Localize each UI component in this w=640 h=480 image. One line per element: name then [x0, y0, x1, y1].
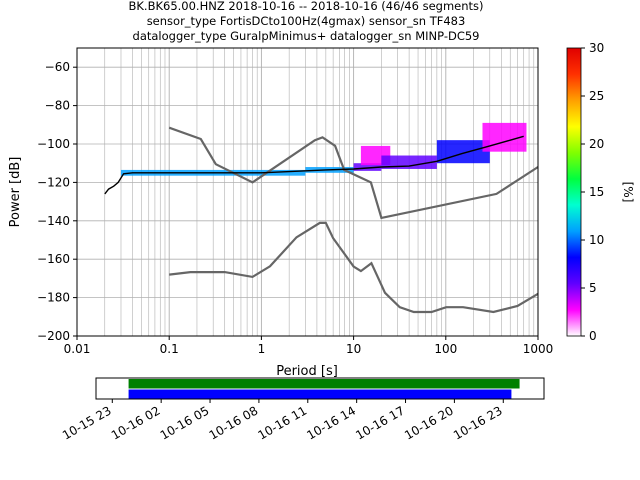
- y-tick-label: −80: [45, 99, 70, 113]
- timeline-tick-label: 10-16 02: [109, 403, 163, 442]
- y-tick-label: −200: [37, 329, 70, 343]
- y-tick-label: −100: [37, 137, 70, 151]
- colorbar-tick-label: 5: [589, 281, 597, 295]
- timeline-bar-psd: [128, 389, 512, 399]
- x-tick-label: 1000: [523, 342, 554, 356]
- timeline-tick-label: 10-16 14: [304, 403, 358, 442]
- density-band: [353, 163, 382, 171]
- y-tick-label: −140: [37, 214, 70, 228]
- colorbar: 0 5 10 15 20 25 30 [%]: [566, 41, 635, 343]
- psd-plot: 0.01 0.1 1 10 100 1000 −200 −180 −160 −140 −120 −1…: [8, 47, 554, 379]
- colorbar-tick-label: 10: [589, 233, 604, 247]
- mode-line: [104, 135, 524, 195]
- timeline-tick-label: 10-16 23: [451, 403, 505, 442]
- y-tick-label: −160: [37, 252, 70, 266]
- timeline-tick-label: 10-15 23: [60, 403, 114, 442]
- figure-title: BK.BK65.00.HNZ 2018-10-16 -- 2018-10-16 …: [128, 0, 483, 43]
- colorbar-tick-label: 0: [589, 329, 597, 343]
- grid: [76, 48, 538, 337]
- timeline-tick-label: 10-16 17: [353, 403, 407, 442]
- x-axis: 0.01 0.1 1 10 100 1000: [64, 336, 554, 356]
- y-axis: −200 −180 −160 −140 −120 −100 −80 −60: [37, 60, 77, 343]
- colorbar-label: [%]: [621, 182, 635, 203]
- y-tick-label: −60: [45, 60, 70, 74]
- colorbar-tick-label: 25: [589, 89, 604, 103]
- y-tick-label: −180: [37, 291, 70, 305]
- noise-model-high: [168, 126, 539, 220]
- colorbar-tick-label: 15: [589, 185, 604, 199]
- density-band: [436, 140, 490, 164]
- x-tick-label: 0.1: [160, 342, 179, 356]
- colorbar-tick-label: 20: [589, 137, 604, 151]
- timeline-bars: [128, 379, 520, 399]
- colorbar-gradient: [566, 47, 582, 337]
- x-tick-label: 10: [346, 342, 361, 356]
- mode-curve: [104, 135, 524, 195]
- density-band: [381, 155, 437, 169]
- timeline-tick-label: 10-16 20: [402, 403, 456, 442]
- title-line-1: BK.BK65.00.HNZ 2018-10-16 -- 2018-10-16 …: [128, 0, 483, 13]
- x-tick-label: 100: [434, 342, 457, 356]
- timeline-bar-data: [128, 379, 520, 389]
- timeline-tick-label: 10-16 05: [158, 403, 212, 442]
- timeline-tick-label: 10-16 08: [207, 403, 261, 442]
- timeline-frame: [95, 377, 545, 400]
- timeline-tick-label: 10-16 11: [256, 403, 310, 442]
- plot-frame: [76, 47, 539, 337]
- colorbar-tick-label: 30: [589, 41, 604, 55]
- y-tick-label: −120: [37, 175, 70, 189]
- psd-density: [120, 122, 527, 176]
- x-tick-label: 0.01: [64, 342, 91, 356]
- noise-models: [168, 126, 539, 314]
- title-line-3: datalogger_type GuralpMinimus+ datalogge…: [133, 29, 480, 43]
- noise-model-low: [169, 221, 539, 314]
- x-axis-label: Period [s]: [276, 364, 338, 379]
- x-tick-label: 1: [258, 342, 266, 356]
- title-line-2: sensor_type FortisDCto100Hz(4gmax) senso…: [147, 14, 466, 28]
- colorbar-ticks: 0 5 10 15 20 25 30: [581, 41, 604, 343]
- y-axis-label: Power [dB]: [8, 157, 23, 228]
